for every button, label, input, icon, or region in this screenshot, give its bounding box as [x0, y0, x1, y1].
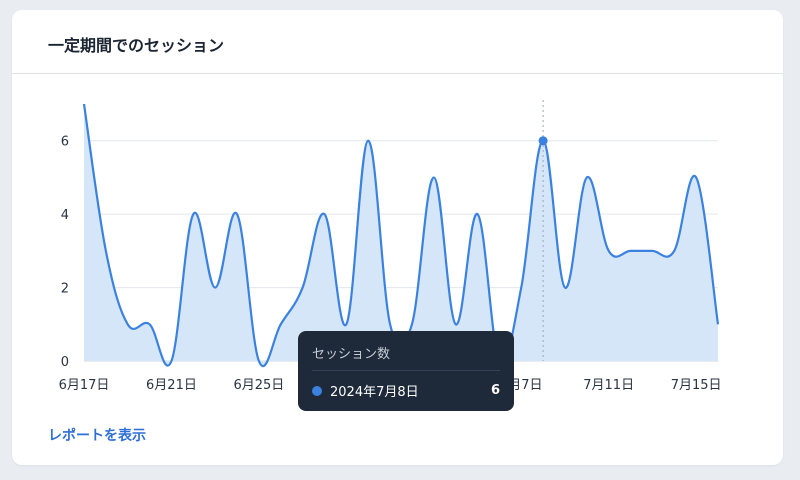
y-tick-label: 0	[61, 355, 69, 370]
series-dot-icon	[312, 385, 322, 396]
tooltip-row: 2024年7月8日 6	[312, 381, 500, 400]
card-header: 一定期間でのセッション	[12, 10, 783, 74]
tooltip-date: 2024年7月8日	[330, 385, 419, 400]
tooltip-title: セッション数	[312, 347, 391, 362]
x-tick-label: 6月25日	[233, 378, 284, 393]
y-tick-label: 6	[61, 135, 69, 150]
view-report-link[interactable]: レポートを表示	[48, 428, 146, 444]
x-tick-label: 6月17日	[59, 378, 110, 393]
sessions-card: 一定期間でのセッション 02466月17日6月21日6月25日6月29日7月3日…	[12, 10, 783, 465]
x-tick-label: 7月15日	[671, 378, 722, 393]
tooltip-value: 6	[490, 383, 500, 398]
y-tick-label: 4	[61, 208, 69, 223]
card-title: 一定期間でのセッション	[48, 36, 225, 55]
tooltip-divider	[312, 370, 500, 371]
y-tick-label: 2	[61, 282, 69, 297]
series-area	[84, 104, 718, 367]
x-tick-label: 6月21日	[146, 378, 197, 393]
highlight-point	[538, 136, 548, 146]
chart-area: 02466月17日6月21日6月25日6月29日7月3日7月7日7月11日7月1…	[12, 74, 783, 411]
x-tick-label: 7月11日	[583, 378, 634, 393]
sessions-chart[interactable]: 02466月17日6月21日6月25日6月29日7月3日7月7日7月11日7月1…	[12, 74, 783, 409]
chart-tooltip: セッション数 2024年7月8日 6	[298, 331, 514, 411]
